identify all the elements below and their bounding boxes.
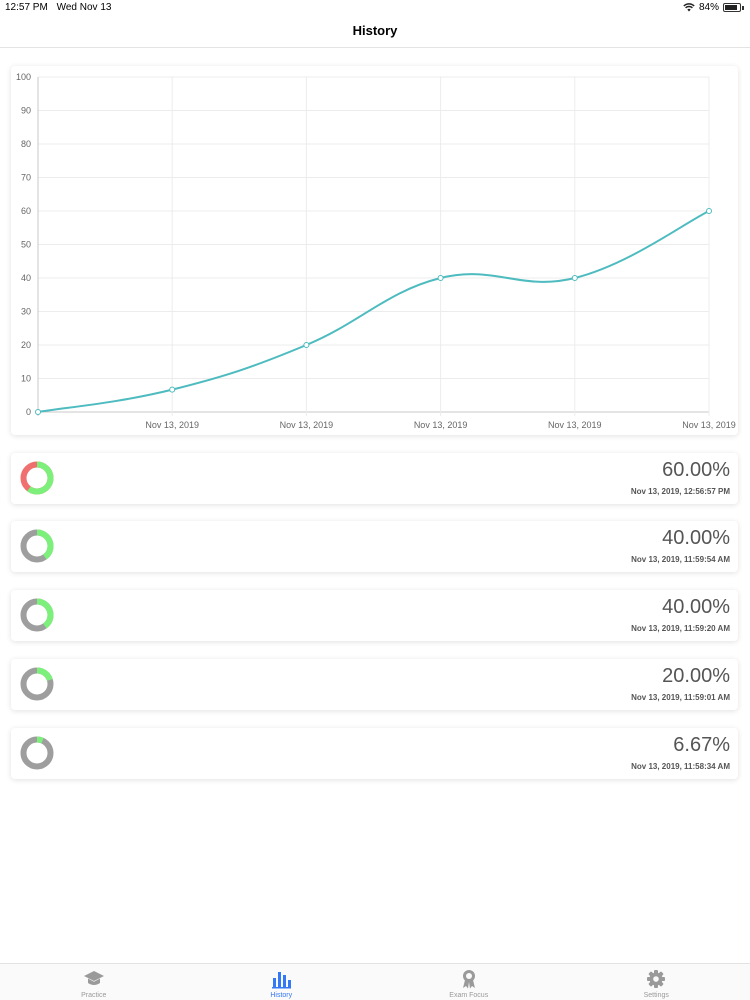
history-date: Nov 13, 2019, 11:59:20 AM: [631, 624, 730, 633]
history-score: 60.00%: [662, 459, 730, 481]
y-tick-label: 50: [21, 240, 31, 250]
y-tick-label: 60: [21, 206, 31, 216]
score-donut-chart: [20, 529, 54, 563]
data-point: [706, 208, 712, 214]
donut-incorrect-segment: [20, 736, 54, 770]
tab-practice[interactable]: Practice: [0, 964, 188, 1000]
history-item[interactable]: 20.00% Nov 13, 2019, 11:59:01 AM: [11, 659, 738, 710]
award-icon: [462, 970, 475, 989]
x-tick-label: Nov 13, 2019: [682, 420, 736, 430]
gear-icon: [647, 970, 666, 988]
y-tick-label: 80: [21, 139, 31, 149]
tab-history-label: History: [270, 992, 293, 999]
nav-bar: History: [0, 18, 750, 48]
donut-correct-segment: [20, 667, 54, 701]
y-tick-label: 10: [21, 374, 31, 384]
score-donut-chart: [20, 598, 54, 632]
battery-percent: 84%: [698, 2, 719, 13]
history-item[interactable]: 40.00% Nov 13, 2019, 11:59:20 AM: [11, 590, 738, 641]
data-point: [169, 386, 176, 393]
x-tick-label: Nov 13, 2019: [280, 420, 334, 430]
x-tick-label: Nov 13, 2019: [145, 420, 199, 430]
series-line: [37, 210, 710, 413]
status-time: 12:57 PM: [5, 2, 48, 13]
y-tick-label: 90: [21, 106, 31, 116]
bar-chart-icon: [272, 972, 292, 989]
history-score: 40.00%: [662, 527, 730, 549]
donut-correct-segment: [20, 598, 54, 632]
history-score: 20.00%: [662, 665, 730, 687]
y-tick-label: 20: [21, 340, 31, 350]
history-score: 6.67%: [673, 734, 730, 756]
status-date: Wed Nov 13: [56, 2, 112, 13]
data-point: [437, 275, 444, 281]
history-date: Nov 13, 2019, 11:59:01 AM: [631, 693, 730, 702]
tab-exam-focus[interactable]: Exam Focus: [375, 964, 563, 1000]
score-donut-chart: [20, 736, 54, 770]
history-item[interactable]: 6.67% Nov 13, 2019, 11:58:34 AM: [11, 728, 738, 779]
status-right: 84%: [683, 2, 744, 13]
graduation-cap-icon: [83, 971, 104, 985]
score-donut-chart: [20, 667, 54, 701]
tab-exam-focus-label: Exam Focus: [449, 992, 489, 999]
tab-settings-label: Settings: [643, 992, 669, 999]
status-bar: 12:57 PM Wed Nov 13 84%: [0, 0, 750, 18]
donut-correct-segment: [20, 461, 54, 495]
y-tick-label: 0: [26, 407, 31, 417]
tab-history[interactable]: History: [188, 964, 376, 1000]
x-tick-label: Nov 13, 2019: [414, 420, 468, 430]
history-item[interactable]: 60.00% Nov 13, 2019, 12:56:57 PM: [11, 453, 738, 504]
battery-icon: [723, 3, 741, 12]
history-score: 40.00%: [662, 596, 730, 618]
y-tick-label: 40: [21, 273, 31, 283]
donut-correct-segment: [20, 736, 54, 770]
history-item[interactable]: 40.00% Nov 13, 2019, 11:59:54 AM: [11, 521, 738, 572]
data-point: [303, 342, 310, 348]
status-left: 12:57 PM Wed Nov 13: [5, 2, 117, 13]
history-date: Nov 13, 2019, 11:59:54 AM: [631, 555, 730, 564]
tab-practice-label: Practice: [81, 992, 107, 999]
tab-bar: Practice History Exam Focus: [0, 963, 750, 1000]
y-tick-label: 70: [21, 173, 31, 183]
history-chart-card: 100 90 80 70 60 50 40 30 20 10 0 Nov 13, 2019 Nov 13…: [11, 66, 738, 435]
y-tick-label: 100: [16, 72, 31, 82]
score-donut-chart: [20, 461, 54, 495]
data-point: [35, 409, 41, 415]
page-title: History: [352, 23, 398, 38]
wifi-icon: [683, 3, 695, 12]
y-tick-label: 30: [21, 307, 31, 317]
data-point: [571, 275, 578, 281]
battery-tip: [742, 5, 744, 10]
tab-settings[interactable]: Settings: [563, 964, 750, 1000]
x-tick-label: Nov 13, 2019: [548, 420, 602, 430]
donut-correct-segment: [20, 529, 54, 563]
history-date: Nov 13, 2019, 11:58:34 AM: [631, 762, 730, 771]
history-date: Nov 13, 2019, 12:56:57 PM: [630, 487, 730, 496]
